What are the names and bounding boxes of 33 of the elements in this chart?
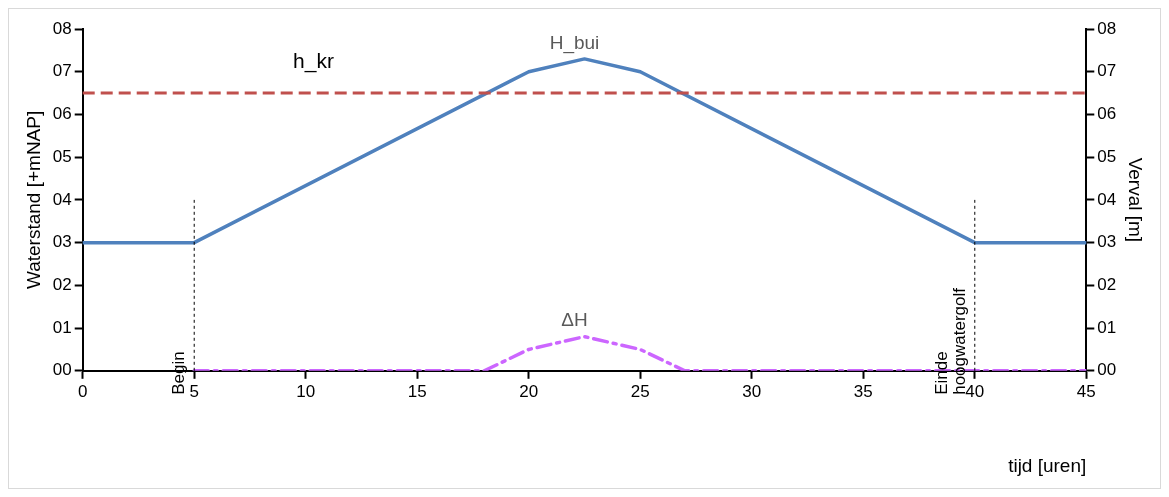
y-tick-label: 08	[52, 18, 72, 38]
y-tick-label: 06	[52, 104, 72, 124]
y-tick-label: 02	[52, 275, 72, 295]
x-tick-label: 35	[853, 381, 873, 401]
y-tick-label: 05	[52, 146, 72, 166]
y-tick-label: 01	[52, 317, 72, 337]
y2-tick-label: 03	[1097, 232, 1117, 252]
x-tick-label: 30	[742, 381, 762, 401]
y-tick-label: 00	[52, 360, 72, 380]
y2-tick-label: 08	[1097, 18, 1117, 38]
y2-tick-label: 00	[1097, 360, 1117, 380]
x-tick-label: 15	[407, 381, 427, 401]
y2-tick-label: 01	[1097, 317, 1117, 337]
x-tick-label: 20	[519, 381, 539, 401]
y2-tick-label: 02	[1097, 275, 1117, 295]
y-tick-label: 04	[52, 189, 72, 209]
x-tick-label: 45	[1076, 381, 1096, 401]
x-axis-title: tijd [uren]	[1008, 454, 1087, 476]
y2-tick-label: 04	[1097, 189, 1117, 209]
y2-tick-label: 06	[1097, 104, 1117, 124]
ref-line-label: h_kr	[293, 49, 334, 74]
y2-tick-label: 05	[1097, 146, 1117, 166]
x-tick-label: 25	[630, 381, 650, 401]
series-label: ΔH	[561, 309, 588, 331]
series-label: H_bui	[549, 31, 600, 54]
x-tick-label: 0	[77, 381, 88, 401]
y2-tick-label: 07	[1097, 61, 1117, 81]
y2-axis-title: Verval [m]	[1125, 157, 1147, 243]
x-tick-label: 5	[189, 381, 199, 401]
x-tick-label: 10	[296, 381, 316, 401]
y-tick-label: 03	[52, 232, 72, 252]
y-axis-title: Waterstand [+mNAP]	[22, 110, 44, 290]
y-tick-label: 07	[52, 61, 72, 81]
